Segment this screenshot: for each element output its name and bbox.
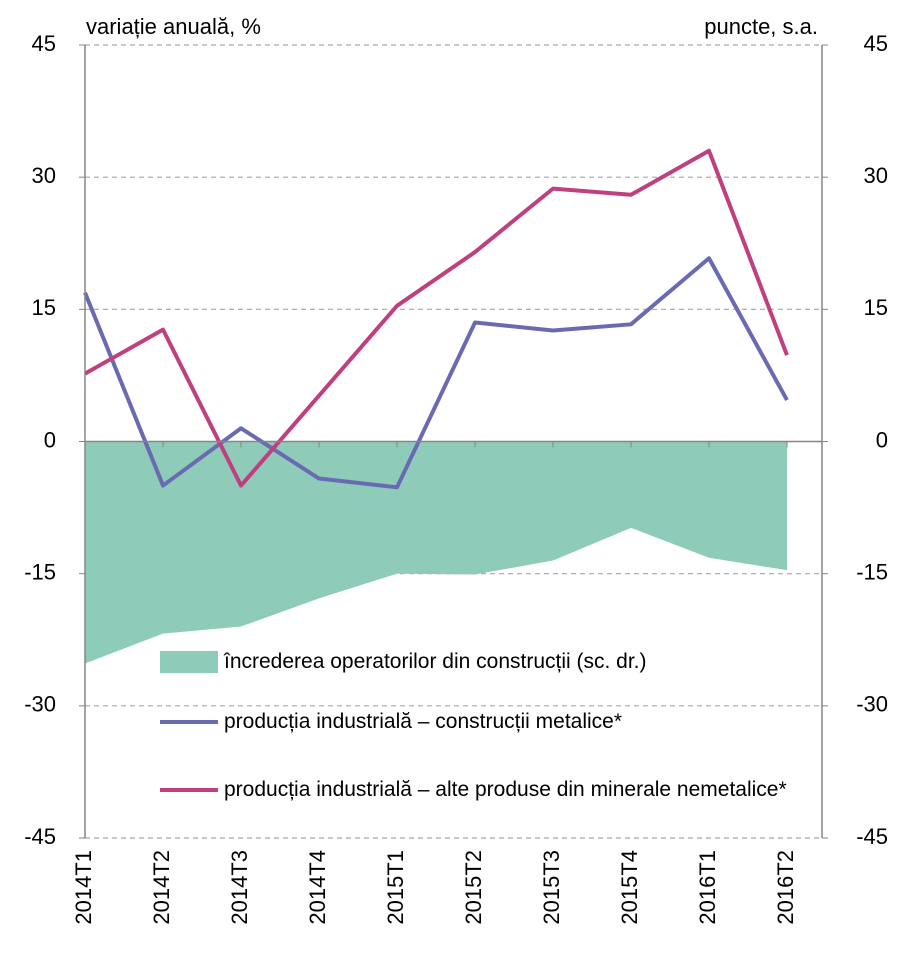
x-tick-label: 2015T1 [383, 850, 408, 925]
legend-swatch [160, 720, 218, 724]
y2-tick-label: -15 [856, 559, 888, 584]
y2-tick-label: -30 [856, 692, 888, 717]
y-tick-label: 45 [32, 31, 56, 56]
axes [79, 44, 828, 839]
x-tick-label: 2015T3 [539, 850, 564, 925]
y2-tick-label: -45 [856, 824, 888, 849]
x-tick-label: 2014T2 [149, 850, 174, 925]
legend-label: încrederea operatorilor din construcții … [224, 650, 647, 673]
y-tick-label: 30 [32, 163, 56, 188]
line [83, 256, 789, 490]
y-tick-label: -15 [24, 559, 56, 584]
legend-label: producția industrială – construcții meta… [224, 710, 623, 733]
y-axis-label: variație anuală, % [86, 14, 261, 39]
x-tick-label: 2014T3 [227, 850, 252, 925]
x-tick-label: 2014T4 [305, 850, 330, 925]
grid [85, 44, 822, 839]
y-tick-label: 15 [32, 295, 56, 320]
x-tick-label: 2015T4 [617, 850, 642, 925]
y2-tick-label: 45 [864, 31, 888, 56]
y2-tick-label: 15 [864, 295, 888, 320]
legend-label: producția industrială – alte produse din… [224, 778, 787, 801]
x-tick-label: 2015T2 [461, 850, 486, 925]
y-tick-label: -30 [24, 692, 56, 717]
plot-data [83, 148, 789, 664]
y2-tick-label: 0 [876, 427, 888, 452]
y-tick-label: -45 [24, 824, 56, 849]
legend-swatch [160, 651, 218, 673]
y2-tick-label: 30 [864, 163, 888, 188]
area [85, 441, 787, 664]
y-tick-label: 0 [44, 427, 56, 452]
y2-axis-label: puncte, s.a. [704, 14, 818, 39]
line [84, 148, 789, 488]
x-tick-label: 2016T1 [695, 850, 720, 925]
x-tick-label: 2016T2 [773, 850, 798, 925]
legend-swatch [160, 788, 218, 792]
x-tick-label: 2014T1 [71, 850, 96, 925]
